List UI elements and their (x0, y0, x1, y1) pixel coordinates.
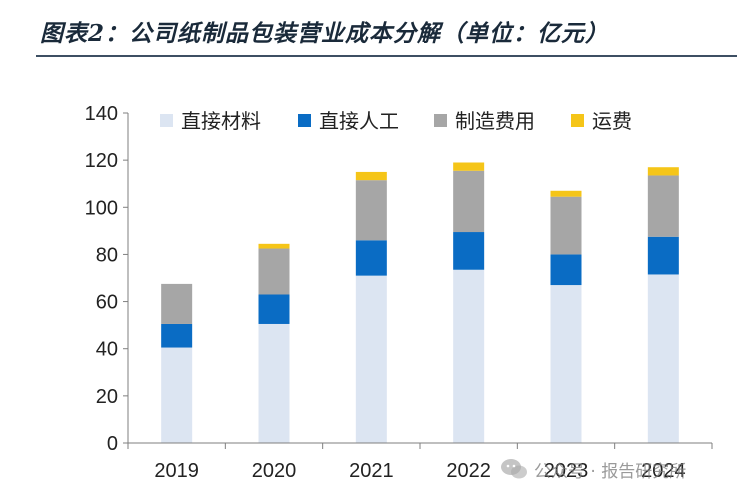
bar-segment-1-2021 (355, 240, 387, 276)
bar-segment-2-2019 (161, 283, 193, 324)
bar-segment-0-2021 (355, 275, 387, 443)
bar-segment-2-2021 (355, 180, 387, 241)
bar-segment-1-2022 (453, 232, 485, 270)
legend: 直接材料 直接人工 制造费用 运费 (160, 109, 632, 133)
y-tick-label: 100 (85, 197, 118, 219)
bar-segment-1-2023 (550, 254, 582, 286)
bar-segment-0-2024 (647, 274, 679, 443)
bar-segment-3-2022 (453, 162, 485, 171)
y-tick-label: 20 (96, 386, 118, 408)
y-tick-label: 120 (85, 150, 118, 172)
bar-segment-3-2020 (258, 243, 290, 249)
bar-segment-2-2023 (550, 196, 582, 255)
legend-label: 直接人工 (319, 109, 399, 133)
bar-segment-2-2024 (647, 175, 679, 237)
x-tick-label: 2022 (446, 460, 491, 482)
bar-segment-0-2022 (453, 269, 485, 443)
x-axis: 2019 2020 2021 2022 2023 2024 (127, 442, 713, 482)
legend-label: 运费 (592, 109, 632, 133)
y-tick-label: 40 (96, 339, 118, 361)
bar-segment-2-2022 (453, 170, 485, 233)
bars (161, 162, 679, 443)
x-tick-label: 2023 (544, 460, 589, 482)
legend-label: 制造费用 (455, 109, 535, 133)
bar-segment-0-2020 (258, 323, 290, 443)
bar-segment-1-2020 (258, 294, 290, 324)
bar-segment-1-2019 (161, 323, 193, 348)
watermark-text: 公众号 · 报告研究所 (534, 461, 687, 482)
bar-segment-0-2019 (161, 347, 193, 443)
x-tick-label: 2021 (349, 460, 394, 482)
x-tick-label: 2024 (641, 460, 686, 482)
x-tick-label: 2020 (252, 460, 297, 482)
watermark: 公众号 · 报告研究所 (500, 456, 686, 482)
bar-segment-2-2020 (258, 248, 290, 295)
bar-segment-0-2023 (550, 285, 582, 443)
title-divider (36, 55, 737, 57)
y-tick-label: 80 (96, 244, 118, 266)
legend-label: 直接材料 (181, 109, 261, 133)
bar-segment-3-2023 (550, 190, 582, 197)
bar-segment-3-2021 (355, 171, 387, 181)
legend-swatch (571, 114, 584, 127)
y-tick-label: 140 (85, 103, 118, 125)
y-tick-label: 60 (96, 292, 118, 314)
bar-segment-1-2024 (647, 236, 679, 275)
legend-swatch (298, 114, 311, 127)
bar-segment-3-2024 (647, 167, 679, 176)
legend-swatch (434, 114, 447, 127)
y-tick-label: 0 (107, 433, 118, 455)
y-axis: 0 20 40 60 80 100 120 140 (85, 103, 129, 455)
chart-title: 图表2：公司纸制品包装营业成本分解（单位：亿元） (40, 20, 610, 47)
legend-swatch (160, 114, 173, 127)
x-tick-label: 2019 (154, 460, 199, 482)
wechat-icon (501, 459, 527, 479)
